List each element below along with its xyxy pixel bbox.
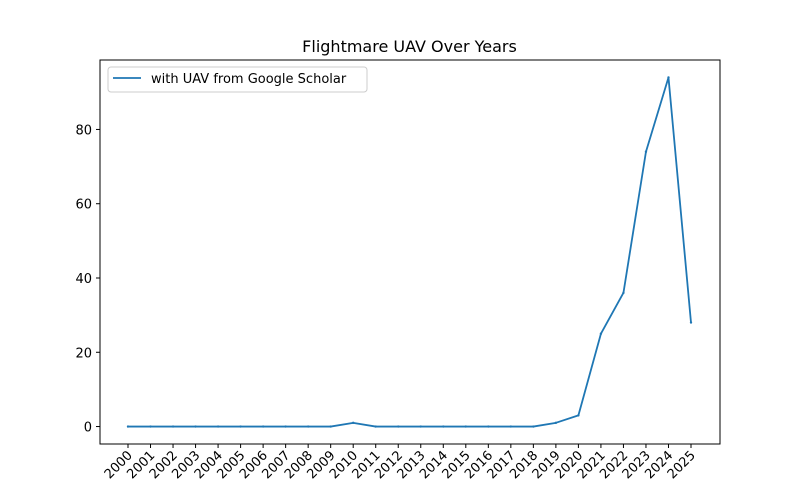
data-point xyxy=(306,425,310,428)
data-point xyxy=(216,425,220,428)
data-point xyxy=(509,425,513,428)
y-tick-label: 0 xyxy=(84,421,92,436)
data-point xyxy=(374,425,377,428)
axes: 0204060802000200120022003200420052006200… xyxy=(75,59,721,482)
data-point xyxy=(554,421,558,425)
data-point xyxy=(171,425,175,428)
data-point xyxy=(689,321,693,324)
data-point xyxy=(622,291,625,295)
data-point xyxy=(419,425,422,428)
y-tick-label: 20 xyxy=(75,346,92,361)
data-point xyxy=(261,425,265,428)
y-tick-label: 60 xyxy=(75,198,92,213)
data-point xyxy=(397,425,400,428)
y-tick-label: 80 xyxy=(75,123,92,138)
data-point xyxy=(352,421,355,425)
data-point xyxy=(442,425,445,428)
data-point xyxy=(532,425,535,428)
data-point xyxy=(644,150,648,153)
data-point xyxy=(239,425,242,428)
data-point xyxy=(487,425,490,428)
chart-title: Flightmare UAV Over Years xyxy=(302,37,517,56)
series-line xyxy=(127,76,692,428)
data-point xyxy=(667,76,670,79)
data-point xyxy=(149,425,152,428)
data-point xyxy=(126,425,130,428)
legend-label: with UAV from Google Scholar xyxy=(151,72,347,87)
data-point xyxy=(329,425,332,428)
data-point xyxy=(464,425,467,428)
data-point xyxy=(577,414,580,417)
data-point xyxy=(599,332,603,335)
legend: with UAV from Google Scholar xyxy=(107,66,368,93)
legend-box xyxy=(107,66,368,93)
plot-frame xyxy=(99,59,721,445)
series-layer xyxy=(126,76,693,428)
y-tick-label: 40 xyxy=(75,272,92,287)
data-point xyxy=(194,425,197,428)
data-point xyxy=(284,425,287,428)
